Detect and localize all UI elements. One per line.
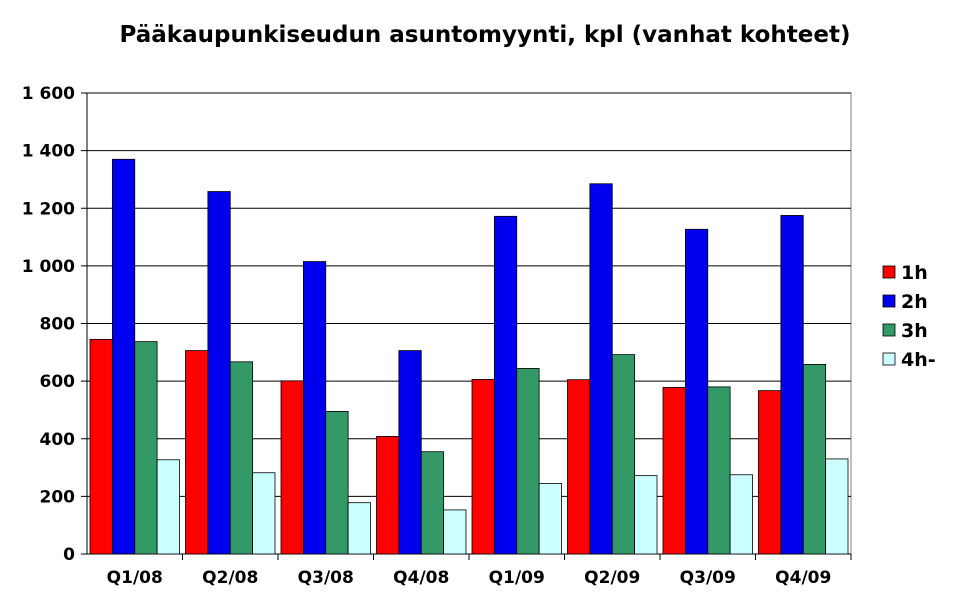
bar-1h-Q2/09 bbox=[567, 379, 591, 555]
bar-1h-Q1/08 bbox=[89, 338, 113, 555]
legend-label-3h: 3h bbox=[901, 320, 928, 342]
bar-1h-Q4/08 bbox=[376, 436, 400, 555]
y-tick-label: 200 bbox=[40, 487, 76, 507]
bar-3h-Q1/09 bbox=[516, 368, 540, 555]
bar-4h--Q4/09 bbox=[825, 458, 849, 555]
legend-swatch-2h bbox=[882, 294, 896, 308]
legend-swatch-1h bbox=[882, 265, 896, 279]
bar-2h-Q2/09 bbox=[589, 183, 613, 555]
bar-2h-Q1/09 bbox=[493, 215, 518, 555]
bar-4h--Q3/08 bbox=[347, 502, 371, 555]
x-tick-label: Q1/08 bbox=[107, 568, 163, 588]
y-tick-label: 1 400 bbox=[22, 142, 75, 162]
legend-swatch-3h bbox=[882, 323, 896, 337]
bar-4h--Q1/08 bbox=[156, 459, 180, 555]
x-tick-label: Q4/09 bbox=[775, 568, 831, 588]
bar-1h-Q3/08 bbox=[280, 380, 304, 555]
chart-title: Pääkaupunkiseudun asuntomyynti, kpl (van… bbox=[119, 22, 851, 48]
bar-2h-Q4/08 bbox=[398, 350, 422, 555]
bar-3h-Q3/08 bbox=[325, 410, 349, 555]
bar-1h-Q4/09 bbox=[758, 390, 782, 555]
bar-4h--Q3/09 bbox=[729, 474, 753, 555]
bar-1h-Q3/09 bbox=[662, 387, 686, 555]
legend-label-4h-: 4h- bbox=[901, 349, 936, 371]
bar-1h-Q1/09 bbox=[471, 378, 495, 555]
y-tick-label: 800 bbox=[40, 315, 76, 335]
bar-2h-Q4/09 bbox=[780, 215, 804, 555]
bar-3h-Q2/08 bbox=[229, 361, 254, 555]
bar-3h-Q2/09 bbox=[611, 354, 636, 555]
x-tick-label: Q4/08 bbox=[393, 568, 449, 588]
y-tick-label: 400 bbox=[40, 430, 76, 450]
x-tick-label: Q3/09 bbox=[680, 568, 736, 588]
y-tick-label: 1 600 bbox=[22, 84, 75, 104]
bar-4h--Q4/08 bbox=[443, 509, 467, 555]
y-tick-label: 600 bbox=[40, 372, 76, 392]
bar-2h-Q1/08 bbox=[111, 158, 136, 555]
y-tick-label: 1 200 bbox=[22, 199, 75, 219]
bar-2h-Q3/09 bbox=[684, 228, 709, 555]
bar-4h--Q2/08 bbox=[252, 472, 276, 555]
legend-label-1h: 1h bbox=[901, 262, 928, 284]
bar-2h-Q3/08 bbox=[302, 261, 327, 555]
bar-3h-Q1/08 bbox=[134, 341, 158, 555]
bar-1h-Q2/08 bbox=[185, 350, 209, 555]
bar-4h--Q2/09 bbox=[634, 475, 658, 555]
bar-3h-Q4/08 bbox=[420, 451, 445, 555]
x-tick-label: Q2/08 bbox=[202, 568, 258, 588]
bar-3h-Q3/09 bbox=[707, 386, 731, 555]
y-tick-label: 0 bbox=[63, 545, 75, 565]
legend-swatch-4h- bbox=[882, 352, 896, 366]
legend-label-2h: 2h bbox=[901, 291, 928, 313]
bar-4h--Q1/09 bbox=[538, 483, 562, 555]
bar-2h-Q2/08 bbox=[207, 191, 231, 555]
x-tick-label: Q3/08 bbox=[298, 568, 354, 588]
x-tick-label: Q1/09 bbox=[489, 568, 545, 588]
x-tick-label: Q2/09 bbox=[584, 568, 640, 588]
y-tick-label: 1 000 bbox=[22, 257, 75, 277]
bar-3h-Q4/09 bbox=[802, 364, 827, 555]
